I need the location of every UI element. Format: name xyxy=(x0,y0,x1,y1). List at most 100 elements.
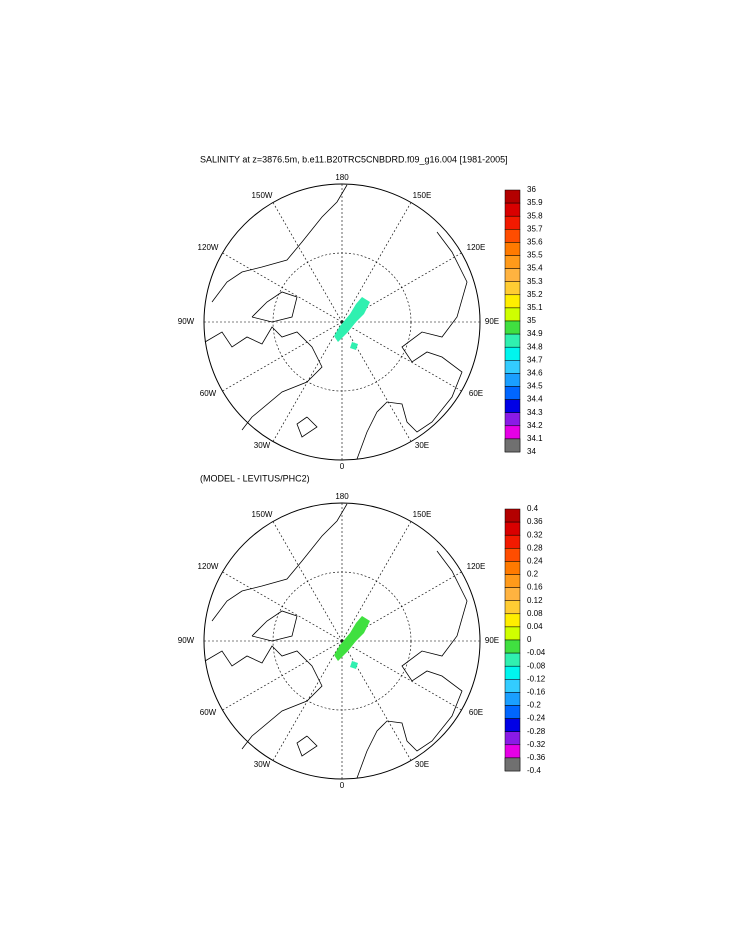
field-patch xyxy=(350,342,358,350)
colorbar-box xyxy=(504,731,521,746)
colorbar-box xyxy=(504,438,521,453)
colorbar-label: 0.2 xyxy=(527,570,539,579)
colorbar-label: 35.8 xyxy=(527,211,543,220)
colorbar-box xyxy=(504,534,521,549)
colorbar-box xyxy=(504,333,521,348)
colorbar-label: 34.1 xyxy=(527,434,543,443)
lon-label: 90E xyxy=(485,636,499,645)
lon-label: 150E xyxy=(413,510,432,519)
coastline xyxy=(204,645,323,750)
colorbar-box xyxy=(504,255,521,269)
colorbar-label: -0.12 xyxy=(527,674,546,683)
colorbar-box xyxy=(504,639,521,654)
lon-label: 30W xyxy=(254,441,271,450)
colorbar-box xyxy=(504,268,521,282)
lon-label: 30W xyxy=(254,760,271,769)
colorbar-label: 0.28 xyxy=(527,543,543,552)
lon-label: 60E xyxy=(469,708,483,717)
colorbar-label: 0.16 xyxy=(527,583,543,592)
colorbar-label: 34.8 xyxy=(527,342,543,351)
colorbar-box xyxy=(504,587,521,601)
colorbar-box xyxy=(504,320,521,335)
colorbar-label: 35.5 xyxy=(527,251,543,260)
lon-label: 90W xyxy=(178,317,195,326)
field-patch xyxy=(350,661,358,669)
colorbar-box xyxy=(504,705,521,719)
map-title: (MODEL - LEVITUS/PHC2) xyxy=(200,473,310,483)
colorbar-box xyxy=(504,548,521,562)
colorbar-box xyxy=(504,665,521,680)
lon-label: 0 xyxy=(340,781,345,790)
coastline xyxy=(204,326,323,431)
coastline xyxy=(211,503,348,622)
colorbar-label: 0 xyxy=(527,635,532,644)
colorbar-label: 35 xyxy=(527,316,536,325)
lon-label: 60E xyxy=(469,389,483,398)
colorbar-label: 34.2 xyxy=(527,421,543,430)
lon-label: 150W xyxy=(252,510,273,519)
colorbar-label: 34.6 xyxy=(527,369,543,378)
colorbar-box xyxy=(504,412,521,427)
colorbar-label: 34.3 xyxy=(527,408,543,417)
colorbar-box xyxy=(504,744,521,759)
colorbar-box xyxy=(504,215,521,230)
map-title: SALINITY at z=3876.5m, b.e11.B20TRC5CNBD… xyxy=(200,154,508,164)
coastline xyxy=(296,416,318,438)
coastline xyxy=(356,231,468,460)
colorbar-box xyxy=(504,626,521,641)
colorbar-label: 34 xyxy=(527,447,536,456)
lon-label: 150W xyxy=(252,191,273,200)
colorbar-box xyxy=(504,574,521,588)
colorbar-label: 34.9 xyxy=(527,329,543,338)
lon-label: 90E xyxy=(485,317,499,326)
colorbar-label: 0.36 xyxy=(527,517,543,526)
colorbar-label: -0.04 xyxy=(527,648,546,657)
lon-label: 120W xyxy=(198,243,219,252)
colorbar-box xyxy=(504,508,521,523)
colorbar-label: 0.24 xyxy=(527,557,543,566)
colorbar-label: 35.2 xyxy=(527,290,543,299)
colorbar-box xyxy=(504,346,521,361)
colorbar-label: -0.16 xyxy=(527,688,546,697)
colorbar-label: 35.7 xyxy=(527,224,543,233)
lon-label: 120W xyxy=(198,562,219,571)
colorbar-box xyxy=(504,613,521,628)
colorbar-box xyxy=(504,281,521,296)
lon-label: 180 xyxy=(335,173,349,182)
colorbar-label: 36 xyxy=(527,185,536,194)
lon-label: 180 xyxy=(335,492,349,501)
colorbar-label: 0.12 xyxy=(527,596,543,605)
colorbar-label: 0.08 xyxy=(527,609,543,618)
coastline xyxy=(296,735,318,757)
colorbar-label: 35.4 xyxy=(527,264,543,273)
colorbar-label: 34.7 xyxy=(527,355,543,364)
field-patch xyxy=(334,616,370,661)
colorbar-label: 34.5 xyxy=(527,382,543,391)
colorbar-label: 0.32 xyxy=(527,530,543,539)
lon-label: 60W xyxy=(200,708,217,717)
map-boundary xyxy=(203,183,481,461)
colorbar-label: 0.04 xyxy=(527,622,543,631)
colorbar-label: -0.24 xyxy=(527,714,546,723)
map-boundary xyxy=(203,502,481,780)
colorbar-box xyxy=(504,373,521,387)
colorbar-label: 35.3 xyxy=(527,277,543,286)
colorbar-label: -0.28 xyxy=(527,727,546,736)
colorbar-box xyxy=(504,386,521,400)
colorbar-box xyxy=(504,561,521,575)
colorbar-box xyxy=(504,425,521,440)
colorbar-box xyxy=(504,600,521,615)
lon-label: 0 xyxy=(340,462,345,471)
field-patch xyxy=(334,297,370,342)
colorbar-box xyxy=(504,307,521,322)
map-panel: (MODEL - LEVITUS/PHC2) 180 150E 120E 90E 60E 3… xyxy=(178,473,546,790)
colorbar-box xyxy=(504,718,521,732)
lon-label: 120E xyxy=(467,243,486,252)
colorbar-box xyxy=(504,652,521,667)
lon-label: 30E xyxy=(415,760,429,769)
lon-label: 150E xyxy=(413,191,432,200)
colorbar-label: 35.6 xyxy=(527,238,543,247)
colorbar-box xyxy=(504,202,521,217)
